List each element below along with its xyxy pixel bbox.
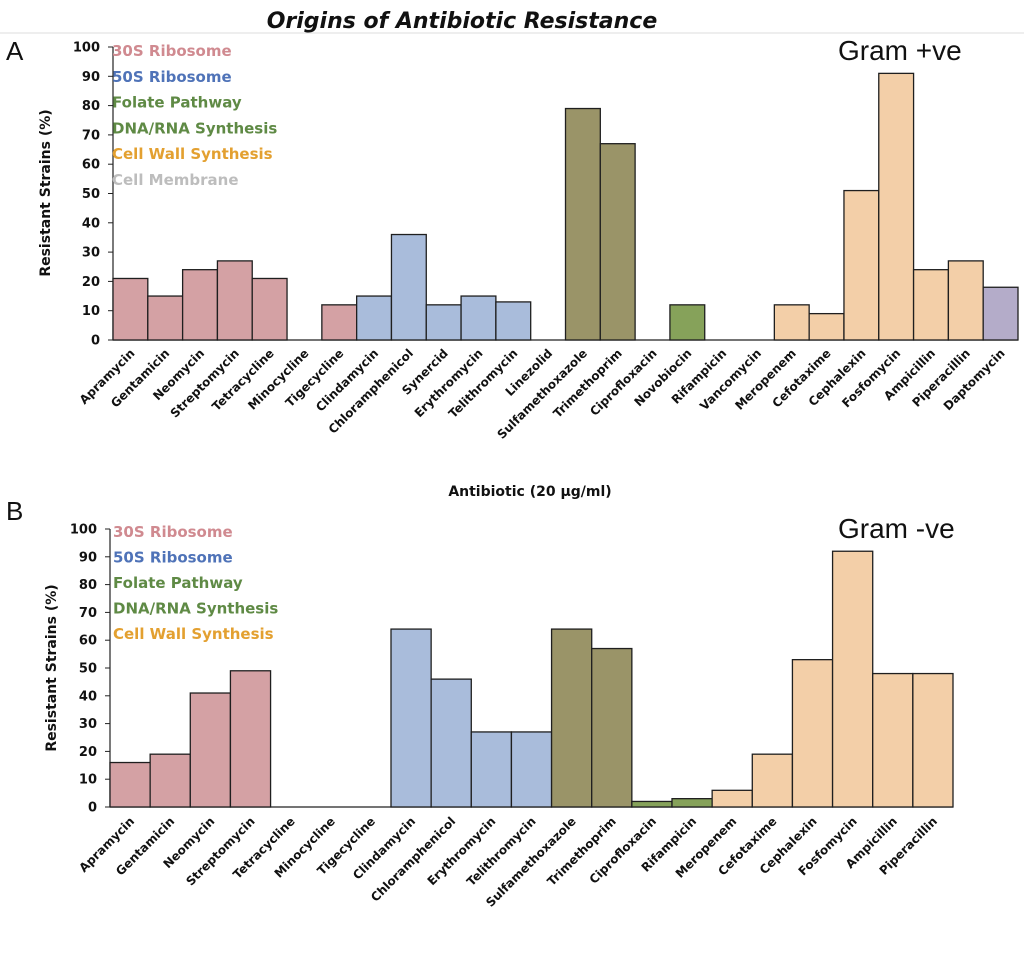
- figure-title: Origins of Antibiotic Resistance: [267, 9, 658, 34]
- legend-entry: Cell Wall Synthesis: [112, 145, 273, 163]
- legend-entry: 30S Ribosome: [112, 42, 232, 60]
- bar-streptomycin: [229, 670, 272, 808]
- y-tick-label: 60: [82, 158, 100, 173]
- panel-a-x-axis-label: Antibiotic (20 µg/ml): [448, 484, 611, 500]
- bar-ciprofloxacin: [631, 800, 673, 808]
- y-tick-label: 90: [82, 70, 100, 85]
- panel-b-legend: 30S Ribosome 50S Ribosome Folate Pathway DN…: [113, 523, 278, 643]
- panel-a-x-ticks: ApramycinGentamicinNeomycinStreptomycinT…: [77, 346, 1008, 442]
- y-tick-label: 90: [79, 550, 97, 565]
- x-tick-label: Trimethoprim: [545, 814, 619, 888]
- legend-entry: Cell Membrane: [112, 171, 239, 189]
- x-tick-label: Daptomycin: [941, 346, 1008, 413]
- x-tick-label: Minocycline: [245, 346, 311, 412]
- bar-piperacillin: [947, 260, 984, 341]
- legend-entry: Folate Pathway: [113, 574, 243, 592]
- y-tick-label: 50: [79, 662, 97, 677]
- bar-tigecycline: [321, 304, 358, 341]
- bar-telithromycin: [510, 731, 553, 808]
- bar-neomycin: [181, 269, 219, 341]
- bar-sulfamethoxazole: [550, 628, 593, 808]
- bar-novobiocin: [669, 304, 706, 341]
- panel-b-x-ticks: ApramycinGentamicinNeomycinStreptomycinT…: [76, 814, 940, 910]
- y-tick-label: 30: [79, 717, 97, 732]
- panel-b-gram-label: Gram -ve: [838, 513, 955, 544]
- y-tick-label: 100: [70, 523, 97, 538]
- bar-chloramphenicol: [430, 678, 472, 808]
- legend-entry: 50S Ribosome: [113, 549, 233, 567]
- x-tick-label: Telithromycin: [464, 814, 539, 889]
- bar-daptomycin: [982, 286, 1019, 341]
- bar-cefotaxime: [751, 753, 794, 808]
- y-tick-label: 60: [79, 634, 97, 649]
- panel-b-y-axis-label: Resistant Strains (%): [44, 584, 60, 751]
- y-tick-label: 70: [82, 128, 100, 143]
- bar-ampicillin: [912, 269, 950, 341]
- x-tick-label: Erythromycin: [425, 814, 499, 888]
- bar-apramycin: [109, 761, 151, 808]
- bar-neomycin: [189, 692, 232, 808]
- bar-apramycin: [112, 277, 149, 341]
- panel-b: B Gram -ve Resistant Strains (%) 0 10 20 30…: [6, 496, 955, 910]
- y-tick-label: 40: [82, 216, 100, 231]
- legend-entry: 30S Ribosome: [113, 523, 233, 541]
- legend-entry: DNA/RNA Synthesis: [112, 119, 277, 137]
- bar-clindamycin: [356, 295, 393, 341]
- bar-meropenem: [773, 304, 810, 341]
- panel-a-letter: A: [6, 36, 24, 66]
- x-tick-label: Meropenem: [732, 346, 799, 413]
- y-tick-label: 100: [73, 41, 100, 56]
- bar-synercid: [425, 304, 462, 341]
- y-tick-label: 20: [79, 745, 97, 760]
- bar-fosfomycin: [878, 72, 915, 341]
- legend-entry: Folate Pathway: [112, 94, 242, 112]
- bar-trimethoprim: [591, 647, 633, 808]
- panel-b-letter: B: [6, 496, 23, 526]
- bar-piperacillin: [912, 672, 954, 808]
- x-tick-label: Streptomycin: [183, 814, 257, 888]
- bar-tetracycline: [251, 277, 288, 341]
- bar-meropenem: [711, 789, 753, 808]
- legend-entry: 50S Ribosome: [112, 68, 232, 86]
- legend-entry: Cell Wall Synthesis: [113, 625, 274, 643]
- y-tick-label: 30: [82, 246, 100, 261]
- y-tick-label: 50: [82, 187, 100, 202]
- y-tick-label: 80: [82, 99, 100, 114]
- bar-gentamicin: [147, 295, 184, 341]
- y-tick-label: 0: [91, 334, 100, 349]
- bar-cefotaxime: [808, 312, 845, 341]
- bar-telithromycin: [495, 301, 532, 341]
- y-tick-label: 80: [79, 578, 97, 593]
- bar-sulfamethoxazole: [564, 107, 601, 341]
- y-tick-label: 0: [88, 801, 97, 816]
- bar-erythromycin: [470, 731, 513, 808]
- bar-gentamicin: [149, 753, 191, 808]
- y-tick-label: 40: [79, 689, 97, 704]
- legend-entry: DNA/RNA Synthesis: [113, 600, 278, 618]
- x-tick-label: Vancomycin: [697, 346, 764, 413]
- bar-rifampicin: [671, 798, 713, 808]
- panel-a: A Gram +ve Resistant Strains (%) Antibio…: [6, 35, 1019, 500]
- panel-a-legend: 30S Ribosome 50S Ribosome Folate Pathway DN…: [112, 42, 277, 189]
- bar-streptomycin: [216, 260, 253, 341]
- y-tick-label: 10: [79, 773, 97, 788]
- panel-a-y-axis-label: Resistant Strains (%): [38, 109, 54, 276]
- bar-chloramphenicol: [390, 233, 427, 341]
- bar-cephalexin: [843, 189, 880, 341]
- bar-trimethoprim: [599, 143, 636, 341]
- panel-a-y-ticks: 0 10 20 30 40 50 60 70 80 90 100: [73, 41, 113, 349]
- panel-a-gram-label: Gram +ve: [838, 35, 962, 66]
- bar-clindamycin: [390, 628, 432, 808]
- bar-ampicillin: [872, 672, 914, 808]
- y-tick-label: 70: [79, 606, 97, 621]
- panel-a-bars: [112, 72, 1019, 341]
- bar-cephalexin: [791, 659, 834, 808]
- y-tick-label: 10: [82, 304, 100, 319]
- bar-erythromycin: [460, 295, 497, 341]
- panel-b-bars: [109, 550, 954, 808]
- bar-fosfomycin: [831, 550, 874, 808]
- panel-b-y-ticks: 0 10 20 30 40 50 60 70 80 90 100: [70, 523, 110, 816]
- y-tick-label: 20: [82, 275, 100, 290]
